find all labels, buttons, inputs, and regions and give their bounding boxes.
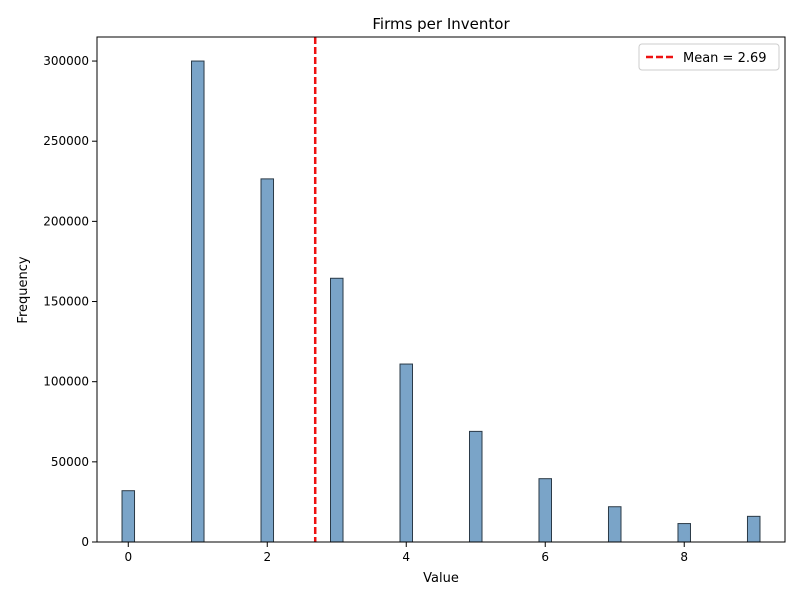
y-tick-label: 300000 bbox=[43, 54, 89, 68]
y-axis: 0 50000 100000 150000 200000 250000 300000 bbox=[43, 54, 97, 549]
y-tick-label: 200000 bbox=[43, 214, 89, 228]
histogram-bar bbox=[260, 178, 275, 543]
histogram-bar bbox=[330, 277, 344, 543]
histogram-bar bbox=[746, 515, 761, 543]
histogram-bar bbox=[399, 363, 414, 543]
x-tick-label: 0 bbox=[124, 550, 132, 564]
y-tick-label: 0 bbox=[81, 535, 89, 549]
y-tick-label: 150000 bbox=[43, 295, 89, 309]
histogram-bar bbox=[121, 490, 136, 543]
legend-box bbox=[638, 43, 780, 71]
x-axis-label: Value bbox=[423, 571, 459, 586]
x-tick-label: 6 bbox=[541, 550, 549, 564]
y-axis-label: Frequency bbox=[16, 256, 31, 323]
histogram-bar bbox=[677, 523, 691, 543]
plot-frame bbox=[96, 36, 786, 543]
histogram-bar bbox=[191, 60, 205, 543]
y-tick-label: 50000 bbox=[51, 455, 89, 469]
legend-mean-label: Mean = 2.69 bbox=[683, 51, 767, 66]
histogram-bar bbox=[468, 430, 483, 543]
x-tick-label: 2 bbox=[263, 550, 271, 564]
legend: Mean = 2.69 bbox=[638, 43, 780, 71]
x-tick-label: 4 bbox=[402, 550, 410, 564]
y-tick-label: 100000 bbox=[43, 375, 89, 389]
y-tick-label: 250000 bbox=[43, 134, 89, 148]
plot-area bbox=[121, 37, 761, 543]
chart-title: Firms per Inventor bbox=[372, 15, 510, 33]
x-axis: 0 2 4 6 8 bbox=[124, 542, 688, 564]
histogram-bar bbox=[607, 506, 622, 543]
histogram-bar bbox=[538, 478, 552, 543]
x-tick-label: 8 bbox=[680, 550, 688, 564]
